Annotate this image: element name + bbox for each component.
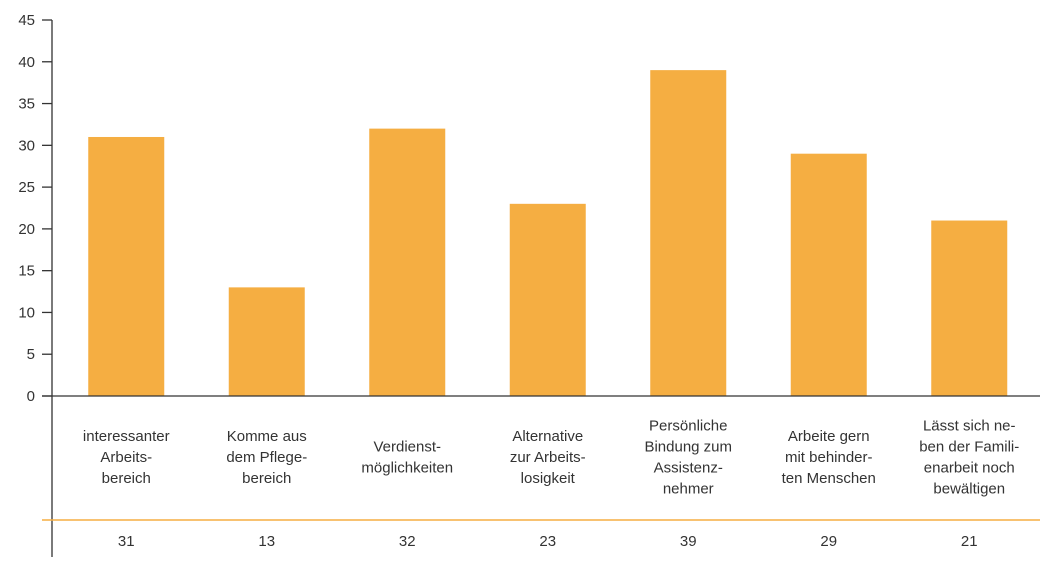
y-tick-label: 45 <box>18 12 35 29</box>
bar <box>650 70 727 396</box>
bar <box>931 220 1008 396</box>
value-label: 21 <box>961 533 978 550</box>
category-labels: interessanter Arbeits-bereich Komme aus dem… <box>83 418 1019 498</box>
category-label: Verdienst-möglichkeiten <box>361 439 453 477</box>
y-tick-label: 25 <box>18 179 35 196</box>
bar <box>790 153 867 396</box>
bar <box>88 136 165 396</box>
y-tick-label: 5 <box>27 346 35 363</box>
y-tick-label: 10 <box>18 304 35 321</box>
category-label: Alternative zur Arbeits-losigkeit <box>510 428 586 487</box>
category-label: Komme aus dem Pflege-bereich <box>226 428 307 487</box>
y-tick-label: 20 <box>18 221 35 238</box>
y-tick-label: 0 <box>27 388 35 405</box>
value-label: 23 <box>539 533 556 550</box>
y-tick-label: 35 <box>18 96 35 113</box>
category-label: Arbeite gern mit behinder-ten Menschen <box>782 428 876 487</box>
value-label: 39 <box>680 533 697 550</box>
y-tick-label: 30 <box>18 137 35 154</box>
value-label: 32 <box>399 533 416 550</box>
value-label: 31 <box>118 533 135 550</box>
bar <box>509 203 586 396</box>
category-label: Lässt sich ne-ben der Famili-enarbeit no… <box>919 418 1019 498</box>
bars <box>88 70 1008 396</box>
bar <box>228 287 305 396</box>
bar <box>369 128 446 396</box>
y-axis-ticks: 0 5 10 15 20 25 30 35 40 45 <box>18 12 52 405</box>
category-label: Persönliche Bindung zum Assistenz-nehmer <box>644 418 732 498</box>
value-label: 13 <box>258 533 275 550</box>
value-label: 29 <box>820 533 837 550</box>
value-labels-row: 31 13 32 23 39 29 21 <box>118 533 978 550</box>
y-tick-label: 15 <box>18 263 35 280</box>
category-label: interessanter Arbeits-bereich <box>83 428 170 487</box>
y-tick-label: 40 <box>18 54 35 71</box>
